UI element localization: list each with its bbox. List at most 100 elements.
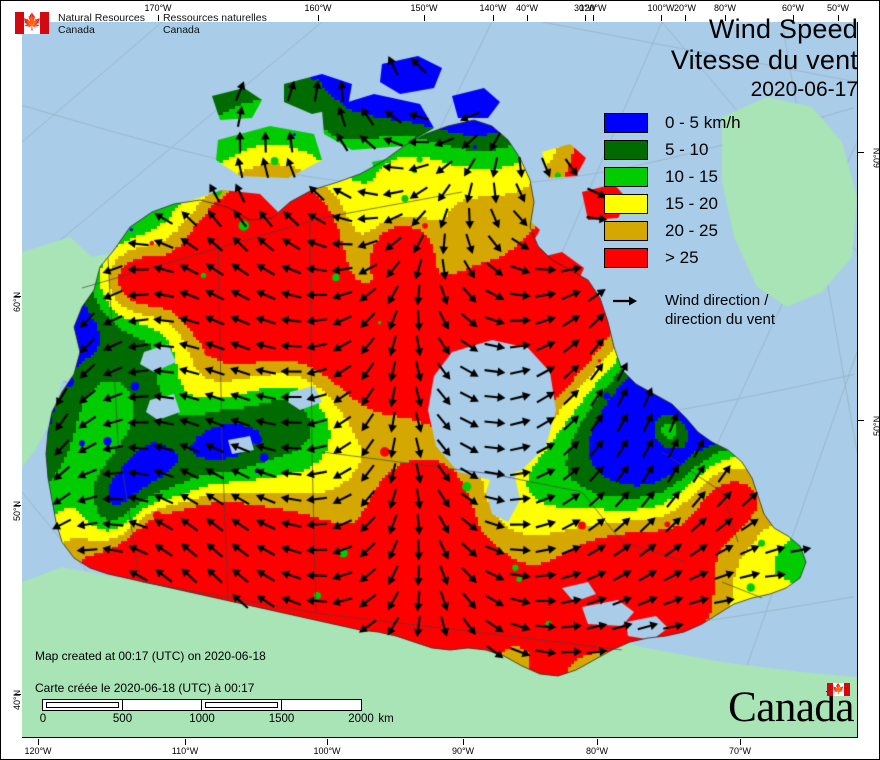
canada-wordmark: Canada 🍁 xyxy=(728,683,854,729)
axis-tick-top xyxy=(493,15,494,21)
axis-label-right: 60°N xyxy=(872,147,880,168)
scale-bar-tick-label: 1500 xyxy=(268,713,295,725)
legend: 0 - 5 km/h 5 - 10 10 - 15 15 - 20 20 - 25 > 2… xyxy=(604,110,775,329)
legend-swatch xyxy=(604,248,648,268)
legend-swatch xyxy=(604,113,648,133)
axis-label-bottom: 120°W xyxy=(24,746,52,756)
axis-label-top: 80°W xyxy=(713,3,737,13)
axis-label-bottom: 100°W xyxy=(313,746,341,756)
axis-left xyxy=(0,0,22,760)
legend-swatch xyxy=(604,221,648,241)
scale-bar-tick-label: 1000 xyxy=(189,713,215,725)
legend-wind-direction-label: Wind direction / direction du vent xyxy=(665,292,776,328)
scale-bar-tick-label: 2000 xyxy=(348,713,374,725)
axis-bottom xyxy=(0,738,880,760)
created-fr: Carte créée le 2020-06-18 (UTC) à 00:17 xyxy=(35,681,255,695)
axis-tick-bottom xyxy=(185,739,186,745)
axis-right xyxy=(858,0,880,760)
axis-label-bottom: 90°W xyxy=(451,746,475,756)
created-en: Map created at 00:17 (UTC) on 2020-06-18 xyxy=(35,649,266,663)
axis-label-right: 50°N xyxy=(872,415,880,436)
scale-bar-segment xyxy=(281,700,361,710)
axis-tick-top xyxy=(793,15,794,21)
scale-bar-track xyxy=(42,699,362,711)
legend-wind-direction: Wind direction / direction du vent xyxy=(604,291,775,329)
canada-flag-icon: 🍁 xyxy=(827,683,850,696)
axis-tick-top xyxy=(158,15,159,21)
scale-bar-unit: km xyxy=(378,713,394,725)
legend-item: 0 - 5 km/h xyxy=(604,110,775,136)
axis-label-top: 100°W xyxy=(647,3,675,13)
axis-tick-top xyxy=(527,15,528,21)
axis-tick-top xyxy=(318,15,319,21)
axis-tick-top xyxy=(585,15,586,21)
scale-bar-labels: 0 500 1000 1500 2000 km xyxy=(39,713,394,729)
wind-direction-arrow-icon xyxy=(604,291,648,311)
axis-tick-right xyxy=(858,152,864,153)
axis-top xyxy=(0,0,880,22)
legend-item: 5 - 10 xyxy=(604,137,775,163)
legend-item: > 25 xyxy=(604,245,775,271)
axis-label-top: 120°W xyxy=(579,3,607,13)
legend-label: 10 - 15 xyxy=(665,167,718,186)
axis-tick-bottom xyxy=(463,739,464,745)
axis-tick-left xyxy=(15,505,21,506)
axis-label-top: 150°W xyxy=(410,3,438,13)
axis-tick-bottom xyxy=(597,739,598,745)
legend-item: 15 - 20 xyxy=(604,191,775,217)
axis-label-left: 50°N xyxy=(12,500,22,521)
title-fr: Vitesse du vent xyxy=(670,45,858,75)
axis-label-top: 170°W xyxy=(144,3,172,13)
axis-tick-left xyxy=(15,694,21,695)
axis-label-top: 50°W xyxy=(826,3,850,13)
title-block: Wind Speed Vitesse du vent 2020-06-17 xyxy=(671,14,858,103)
wind-speed-map-canvas[interactable] xyxy=(22,22,857,737)
axis-tick-right xyxy=(858,420,864,421)
legend-swatch xyxy=(604,140,648,160)
map-canvas-frame[interactable] xyxy=(21,21,858,738)
axis-label-top: 40°W xyxy=(515,3,539,13)
title-en: Wind Speed xyxy=(708,14,858,44)
legend-item: 20 - 25 xyxy=(604,218,775,244)
scale-bar-segment xyxy=(43,700,123,710)
map-created-text: Map created at 00:17 (UTC) on 2020-06-18… xyxy=(35,632,266,696)
axis-tick-top xyxy=(838,15,839,21)
scale-bar-tick-label: 0 xyxy=(39,713,47,725)
axis-label-left: 60°N xyxy=(12,291,22,312)
legend-label: 5 - 10 xyxy=(665,140,709,159)
axis-tick-bottom xyxy=(740,739,741,745)
legend-label: 0 - 5 km/h xyxy=(665,113,741,132)
axis-label-bottom: 70°W xyxy=(728,746,752,756)
axis-tick-left xyxy=(15,296,21,297)
legend-item: 10 - 15 xyxy=(604,164,775,190)
axis-label-left: 40°N xyxy=(12,689,22,710)
axis-label-top: 160°W xyxy=(304,3,332,13)
legend-label: 20 - 25 xyxy=(665,221,718,240)
agency-name-fr: Ressources naturelles Canada xyxy=(162,12,267,36)
scale-bar: 0 500 1000 1500 2000 km xyxy=(39,699,394,729)
legend-label: 15 - 20 xyxy=(665,194,718,213)
agency-name-en: Natural Resources Canada xyxy=(58,12,145,36)
scale-bar-segment xyxy=(202,700,282,710)
canada-flag-icon: 🍁 xyxy=(15,12,49,34)
nrcan-logo: 🍁 Natural Resources Canada Ressources na… xyxy=(15,12,267,36)
axis-label-top: 60°W xyxy=(781,3,805,13)
axis-tick-top xyxy=(685,15,686,21)
axis-label-top: 20°W xyxy=(673,3,697,13)
axis-label-bottom: 80°W xyxy=(585,746,609,756)
axis-tick-top xyxy=(593,15,594,21)
map-date: 2020-06-17 xyxy=(750,78,858,101)
axis-tick-top xyxy=(661,15,662,21)
axis-tick-bottom xyxy=(38,739,39,745)
legend-label: > 25 xyxy=(665,248,699,267)
axis-tick-top xyxy=(424,15,425,21)
axis-label-top: 140°W xyxy=(479,3,507,13)
scale-bar-tick-label: 500 xyxy=(112,713,133,725)
scale-bar-segment xyxy=(122,700,202,710)
axis-tick-top xyxy=(725,15,726,21)
axis-label-top: 30°W xyxy=(573,3,597,13)
axis-tick-bottom xyxy=(327,739,328,745)
legend-swatch xyxy=(604,167,648,187)
legend-swatch xyxy=(604,194,648,214)
